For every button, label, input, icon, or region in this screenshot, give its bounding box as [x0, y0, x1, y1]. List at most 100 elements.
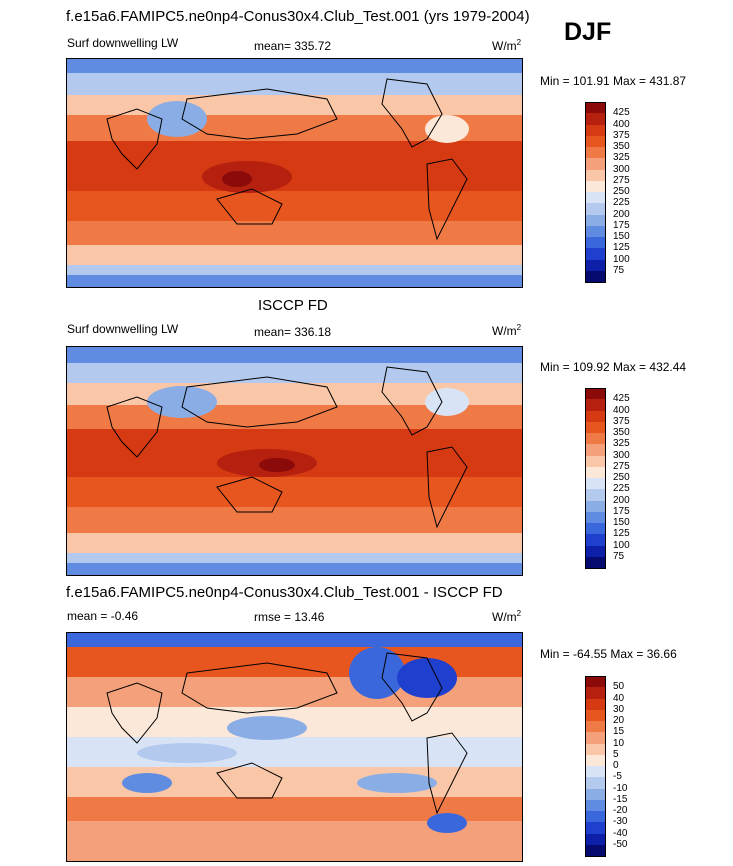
- panel2-minmax: Min = 109.92 Max = 432.44: [540, 360, 687, 374]
- colorbar-label: 350: [613, 427, 630, 438]
- colorbar-label: 0: [613, 760, 619, 771]
- colorbar-label: 225: [613, 483, 630, 495]
- colorbar-label: 150: [613, 231, 630, 242]
- panel3-units: W/m2: [492, 609, 522, 624]
- colorbar-swatch: [585, 788, 606, 801]
- colorbar-label: 350: [613, 141, 630, 152]
- colorbar-label: -50: [613, 838, 628, 850]
- colorbar-swatch: [585, 270, 606, 283]
- colorbar-swatch: [585, 777, 606, 789]
- colorbar-swatch: [585, 743, 606, 756]
- figure-title: f.e15a6.FAMIPC5.ne0np4-Conus30x4.Club_Te…: [66, 8, 530, 25]
- colorbar-label: 100: [613, 539, 630, 551]
- colorbar-label: 150: [613, 517, 630, 528]
- colorbar-swatch: [585, 556, 606, 569]
- panel1-map: [66, 58, 523, 288]
- colorbar-label: 125: [613, 528, 630, 540]
- panel3-map: [66, 632, 523, 862]
- colorbar-swatch: [585, 455, 606, 468]
- colorbar-label: 375: [613, 129, 630, 141]
- colorbar-swatch: [585, 102, 606, 114]
- colorbar-swatch: [585, 799, 606, 812]
- colorbar-swatch: [585, 721, 606, 733]
- colorbar-label: 425: [613, 393, 630, 405]
- colorbar-swatch: [585, 433, 606, 445]
- panel2-mean: mean= 336.18: [254, 325, 332, 339]
- colorbar-label: -20: [613, 805, 628, 816]
- panel1-mean: mean= 335.72: [254, 39, 332, 53]
- colorbar-swatch: [585, 466, 606, 479]
- colorbar-swatch: [585, 478, 606, 490]
- colorbar-label: -40: [613, 827, 628, 839]
- colorbar-swatch: [585, 180, 606, 193]
- colorbar-swatch: [585, 500, 606, 513]
- colorbar-swatch: [585, 687, 606, 699]
- panel2-map-field: [67, 347, 522, 575]
- colorbar-swatch: [585, 833, 606, 846]
- colorbar-label: 175: [613, 505, 630, 517]
- colorbar-label: -15: [613, 793, 628, 805]
- panel2-variable: Surf downwelling LW: [67, 322, 179, 336]
- colorbar-swatch: [585, 169, 606, 182]
- colorbar-swatch: [585, 523, 606, 535]
- colorbar-label: -5: [613, 771, 622, 783]
- colorbar-swatch: [585, 811, 606, 823]
- colorbar-label: 300: [613, 449, 630, 461]
- colorbar-swatch: [585, 766, 606, 778]
- panel3-mean: mean = -0.46: [67, 609, 139, 623]
- panel1-units: W/m2: [492, 38, 522, 53]
- panel3-minmax: Min = -64.55 Max = 36.66: [540, 647, 677, 661]
- colorbar-label: 75: [613, 264, 625, 276]
- panel2-title: ISCCP FD: [258, 297, 328, 314]
- colorbar-swatch: [585, 248, 606, 260]
- colorbar-label: 5: [613, 748, 619, 760]
- colorbar-swatch: [585, 158, 606, 170]
- colorbar-swatch: [585, 192, 606, 204]
- colorbar-swatch: [585, 135, 606, 148]
- colorbar-swatch: [585, 237, 606, 249]
- colorbar-swatch: [585, 147, 606, 159]
- colorbar-label: 250: [613, 186, 630, 197]
- panel1-colorbar: 425 400 375 350 325 300 275 250 225 200 175 150 125 1…: [585, 102, 645, 283]
- colorbar-swatch: [585, 754, 606, 767]
- colorbar-swatch: [585, 511, 606, 524]
- colorbar-label: 125: [613, 242, 630, 254]
- colorbar-swatch: [585, 844, 606, 857]
- colorbar-swatch: [585, 709, 606, 722]
- colorbar-label: 275: [613, 174, 630, 186]
- colorbar-swatch: [585, 203, 606, 215]
- panel2-map: [66, 346, 523, 576]
- colorbar-swatch: [585, 421, 606, 434]
- colorbar-swatch: [585, 214, 606, 227]
- panel3-rmse: rmse = 13.46: [254, 610, 325, 624]
- colorbar-label: 325: [613, 438, 630, 450]
- colorbar-swatch: [585, 534, 606, 546]
- colorbar-label: -10: [613, 782, 628, 794]
- colorbar-label: 175: [613, 219, 630, 231]
- colorbar-label: 30: [613, 703, 625, 715]
- colorbar-label: 75: [613, 550, 625, 562]
- colorbar-label: 100: [613, 253, 630, 265]
- colorbar-label: 275: [613, 460, 630, 472]
- season-label: DJF: [564, 18, 612, 46]
- colorbar-label: 325: [613, 152, 630, 164]
- colorbar-label: 20: [613, 715, 625, 726]
- colorbar-swatch: [585, 410, 606, 423]
- colorbar-label: 200: [613, 208, 630, 220]
- panel1-map-field: [67, 59, 522, 287]
- colorbar-swatch: [585, 489, 606, 501]
- colorbar-swatch: [585, 225, 606, 238]
- colorbar-label: 400: [613, 118, 630, 130]
- colorbar-swatch: [585, 676, 606, 688]
- colorbar-swatch: [585, 698, 606, 711]
- colorbar-label: 50: [613, 681, 625, 693]
- colorbar-label: 15: [613, 726, 625, 738]
- colorbar-label: 300: [613, 163, 630, 175]
- colorbar-swatch: [585, 113, 606, 125]
- colorbar-label: -30: [613, 816, 628, 828]
- colorbar-swatch: [585, 124, 606, 137]
- colorbar-label: 425: [613, 107, 630, 119]
- colorbar-label: 250: [613, 472, 630, 483]
- colorbar-label: 10: [613, 737, 625, 749]
- panel1-variable: Surf downwelling LW: [67, 36, 179, 50]
